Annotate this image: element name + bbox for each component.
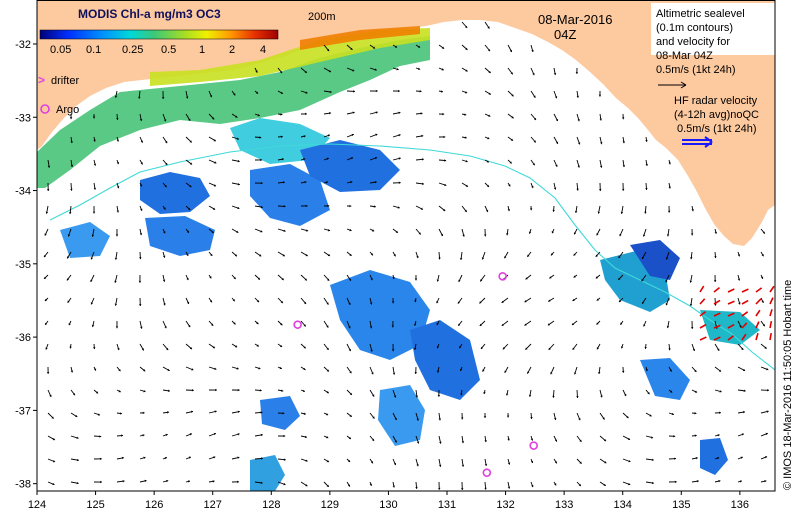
x-tick-label: 127 bbox=[204, 499, 222, 511]
credit-text: © IMOS 18-Mar-2016 11:50:05 Hobart time bbox=[782, 280, 794, 490]
colorbar-tick: 0.25 bbox=[122, 44, 143, 56]
hf-legend-line: HF radar velocity bbox=[674, 95, 758, 107]
drifter-icon: > bbox=[38, 73, 45, 87]
x-tick-label: 124 bbox=[28, 499, 46, 511]
y-tick-label: -38 bbox=[15, 479, 31, 491]
x-tick-label: 130 bbox=[379, 499, 397, 511]
isobath-label: 200m bbox=[308, 11, 336, 23]
hf-legend-line: (4-12h avg)noQC bbox=[674, 109, 759, 121]
altimetry-legend-line: (0.1m contours) bbox=[656, 22, 733, 34]
colorbar-tick: 0.05 bbox=[50, 44, 71, 56]
colorbar-tick: 1 bbox=[199, 44, 205, 56]
hf-scale-label: 0.5m/s (1kt 24h) bbox=[677, 123, 756, 135]
y-axis: -32 -33 -34 -35 -36 -37 -38 bbox=[15, 39, 37, 491]
altimetry-legend-line: 08-Mar 04Z bbox=[656, 50, 713, 62]
time-label: 04Z bbox=[554, 27, 576, 42]
x-tick-label: 126 bbox=[145, 499, 163, 511]
x-tick-label: 125 bbox=[86, 499, 104, 511]
y-tick-label: -37 bbox=[15, 405, 31, 417]
x-axis: 124 125 126 127 128 129 130 131 132 133 134 135 136 bbox=[28, 491, 749, 511]
date-label: 08-Mar-2016 bbox=[538, 12, 612, 27]
x-tick-label: 135 bbox=[672, 499, 690, 511]
colorbar-tick: 0.5 bbox=[161, 44, 176, 56]
colorbar bbox=[40, 30, 278, 39]
y-tick-label: -36 bbox=[15, 332, 31, 344]
altimetry-scale-label: 0.5m/s (1kt 24h) bbox=[656, 64, 735, 76]
colorbar-tick: 0.1 bbox=[86, 44, 101, 56]
y-tick-label: -34 bbox=[15, 186, 31, 198]
altimetry-legend-line: Altimetric sealevel bbox=[656, 8, 745, 20]
x-tick-label: 128 bbox=[262, 499, 280, 511]
x-tick-label: 129 bbox=[321, 499, 339, 511]
y-tick-label: -32 bbox=[15, 39, 31, 51]
x-tick-label: 133 bbox=[555, 499, 573, 511]
colorbar-tick: 2 bbox=[229, 44, 235, 56]
drifter-label: drifter bbox=[51, 75, 79, 87]
argo-label: Argo bbox=[56, 104, 79, 116]
y-tick-label: -33 bbox=[15, 112, 31, 124]
colorbar-title: MODIS Chl-a mg/m3 OC3 bbox=[78, 7, 221, 21]
x-tick-label: 134 bbox=[614, 499, 632, 511]
x-tick-label: 131 bbox=[438, 499, 456, 511]
colorbar-tick: 4 bbox=[260, 44, 266, 56]
y-tick-label: -35 bbox=[15, 259, 31, 271]
x-tick-label: 136 bbox=[731, 499, 749, 511]
altimetry-legend-line: and velocity for bbox=[656, 36, 730, 48]
x-tick-label: 132 bbox=[496, 499, 514, 511]
